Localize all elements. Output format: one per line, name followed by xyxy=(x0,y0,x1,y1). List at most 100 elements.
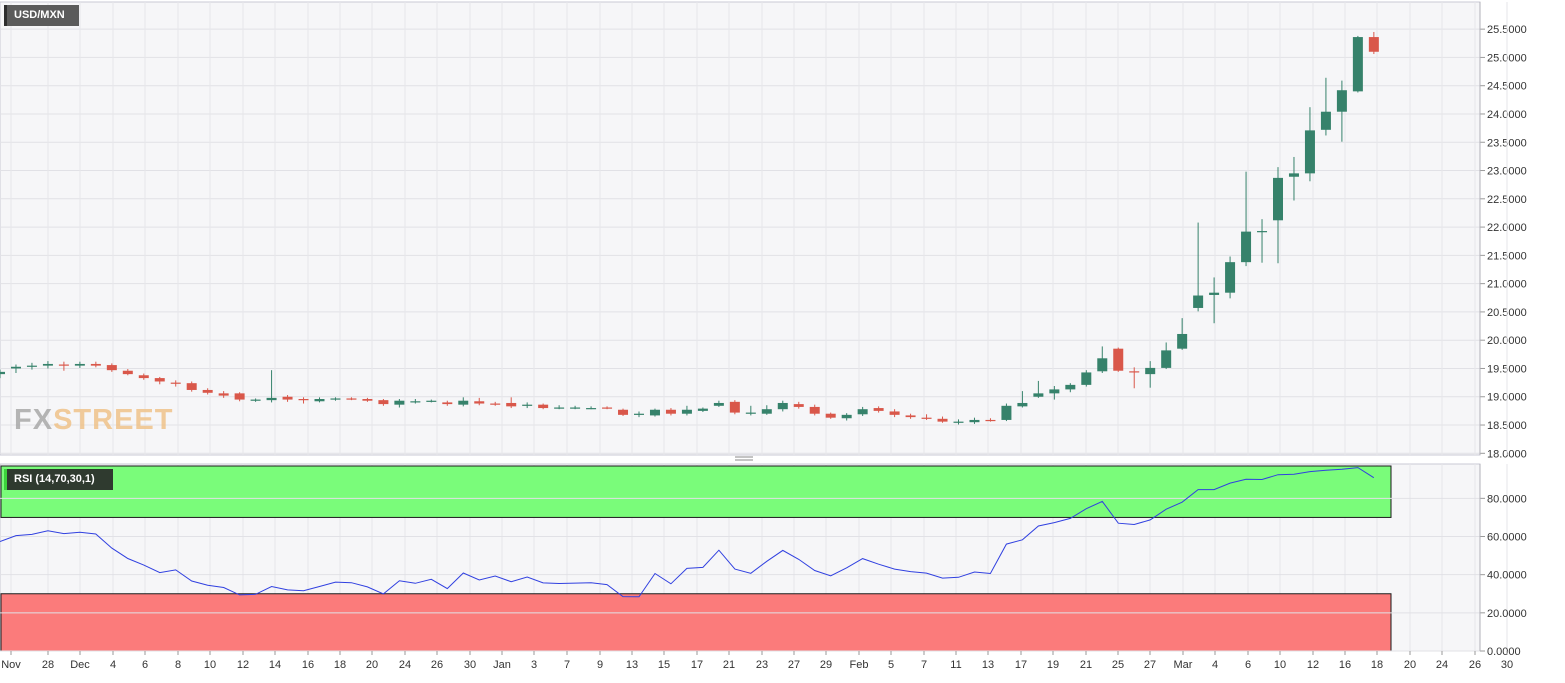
candle-body xyxy=(74,363,85,366)
candle xyxy=(394,399,405,408)
x-axis-tick-label: 19 xyxy=(1047,659,1059,671)
candle-body xyxy=(426,400,437,402)
x-axis-tick-label: 6 xyxy=(142,659,148,671)
candle-body xyxy=(106,365,117,371)
x-axis-tick-label: Dec xyxy=(70,659,90,671)
candle xyxy=(74,361,85,368)
candle-body xyxy=(1017,402,1028,407)
x-axis-tick-label: 7 xyxy=(921,659,927,671)
x-axis-tick-label: 13 xyxy=(982,659,994,671)
candle-body xyxy=(905,415,916,418)
candle xyxy=(1257,219,1268,263)
candle xyxy=(42,361,53,369)
x-axis-tick-label: 26 xyxy=(431,659,443,671)
candle xyxy=(1065,383,1076,393)
candle-body xyxy=(649,409,660,416)
x-axis-tick-label: 5 xyxy=(888,659,894,671)
instrument-title: USD/MXN xyxy=(14,9,65,21)
candle xyxy=(681,405,692,416)
candle-body xyxy=(234,393,245,400)
candle-body xyxy=(1065,384,1076,390)
x-axis-tick-label: 24 xyxy=(399,659,411,671)
candle-body xyxy=(697,408,708,411)
candle-body xyxy=(1177,333,1188,349)
candle-body xyxy=(90,363,101,366)
candle xyxy=(90,361,101,368)
instrument-badge: USD/MXN xyxy=(4,5,79,26)
candle-body xyxy=(1081,372,1092,385)
candle xyxy=(873,406,884,413)
candle xyxy=(410,399,421,404)
candle xyxy=(1097,346,1108,373)
candle-body xyxy=(777,402,788,410)
candle-body xyxy=(1193,295,1204,308)
x-axis-tick-label: 27 xyxy=(1144,659,1156,671)
candle-body xyxy=(1049,389,1060,394)
candle-body xyxy=(282,396,293,400)
candle-body xyxy=(825,413,836,418)
candle-body xyxy=(761,409,772,414)
candle xyxy=(985,418,996,422)
candle xyxy=(649,408,660,417)
rsi-badge-accent xyxy=(4,469,7,490)
candle xyxy=(1304,107,1315,182)
candle-body xyxy=(266,397,277,401)
candle xyxy=(745,405,756,416)
candle-body xyxy=(538,404,549,409)
candle xyxy=(1001,403,1012,422)
candle xyxy=(250,398,261,402)
candle-body xyxy=(1001,405,1012,420)
candle-body xyxy=(1368,37,1379,52)
candle xyxy=(953,419,964,425)
x-axis-tick-label: 11 xyxy=(950,659,961,671)
rsi-y-tick-label: 40.0000 xyxy=(1487,570,1527,582)
candle-body xyxy=(410,401,421,403)
x-axis-tick-label: 18 xyxy=(334,659,346,671)
candle xyxy=(1049,386,1060,400)
candle-body xyxy=(1033,393,1044,397)
candle xyxy=(729,400,740,415)
candle-body xyxy=(681,409,692,414)
badge-accent xyxy=(4,5,7,26)
candle-body xyxy=(1113,348,1124,371)
fxstreet-logo: FXSTREET xyxy=(14,404,173,437)
rsi-y-tick-label: 60.0000 xyxy=(1487,532,1527,544)
candle-body xyxy=(618,409,629,415)
candle-body xyxy=(202,389,213,393)
candle xyxy=(634,411,644,418)
candle xyxy=(1081,370,1092,387)
x-axis-tick-label: 30 xyxy=(464,659,476,671)
candle-body xyxy=(634,413,644,415)
rsi-oversold-zone xyxy=(0,593,1392,652)
candle xyxy=(937,416,948,423)
candle xyxy=(841,413,852,421)
candle-body xyxy=(921,417,932,419)
candle xyxy=(889,409,900,418)
candle-body xyxy=(937,418,948,422)
candle-body xyxy=(298,399,309,401)
x-axis-tick-label: 12 xyxy=(1307,659,1319,671)
candle-body xyxy=(330,398,341,400)
candle xyxy=(362,397,373,402)
candle xyxy=(106,363,117,372)
x-axis-tick-label: 26 xyxy=(1469,659,1481,671)
x-axis-tick-label: 15 xyxy=(658,659,670,671)
candle-body xyxy=(889,411,900,415)
x-axis-tick-label: 24 xyxy=(1436,659,1448,671)
candle xyxy=(122,369,133,376)
candle-body xyxy=(442,402,453,405)
candle xyxy=(586,406,597,410)
candle-body xyxy=(745,412,756,414)
candle xyxy=(969,417,980,424)
candle xyxy=(1225,256,1236,299)
candle-body xyxy=(490,403,501,405)
candle-body xyxy=(713,402,724,406)
candle xyxy=(154,376,165,385)
candle xyxy=(218,391,229,398)
candle-body xyxy=(1209,292,1220,295)
candle-body xyxy=(218,393,229,396)
x-axis-tick-label: 14 xyxy=(269,659,281,671)
candle xyxy=(1145,361,1156,388)
